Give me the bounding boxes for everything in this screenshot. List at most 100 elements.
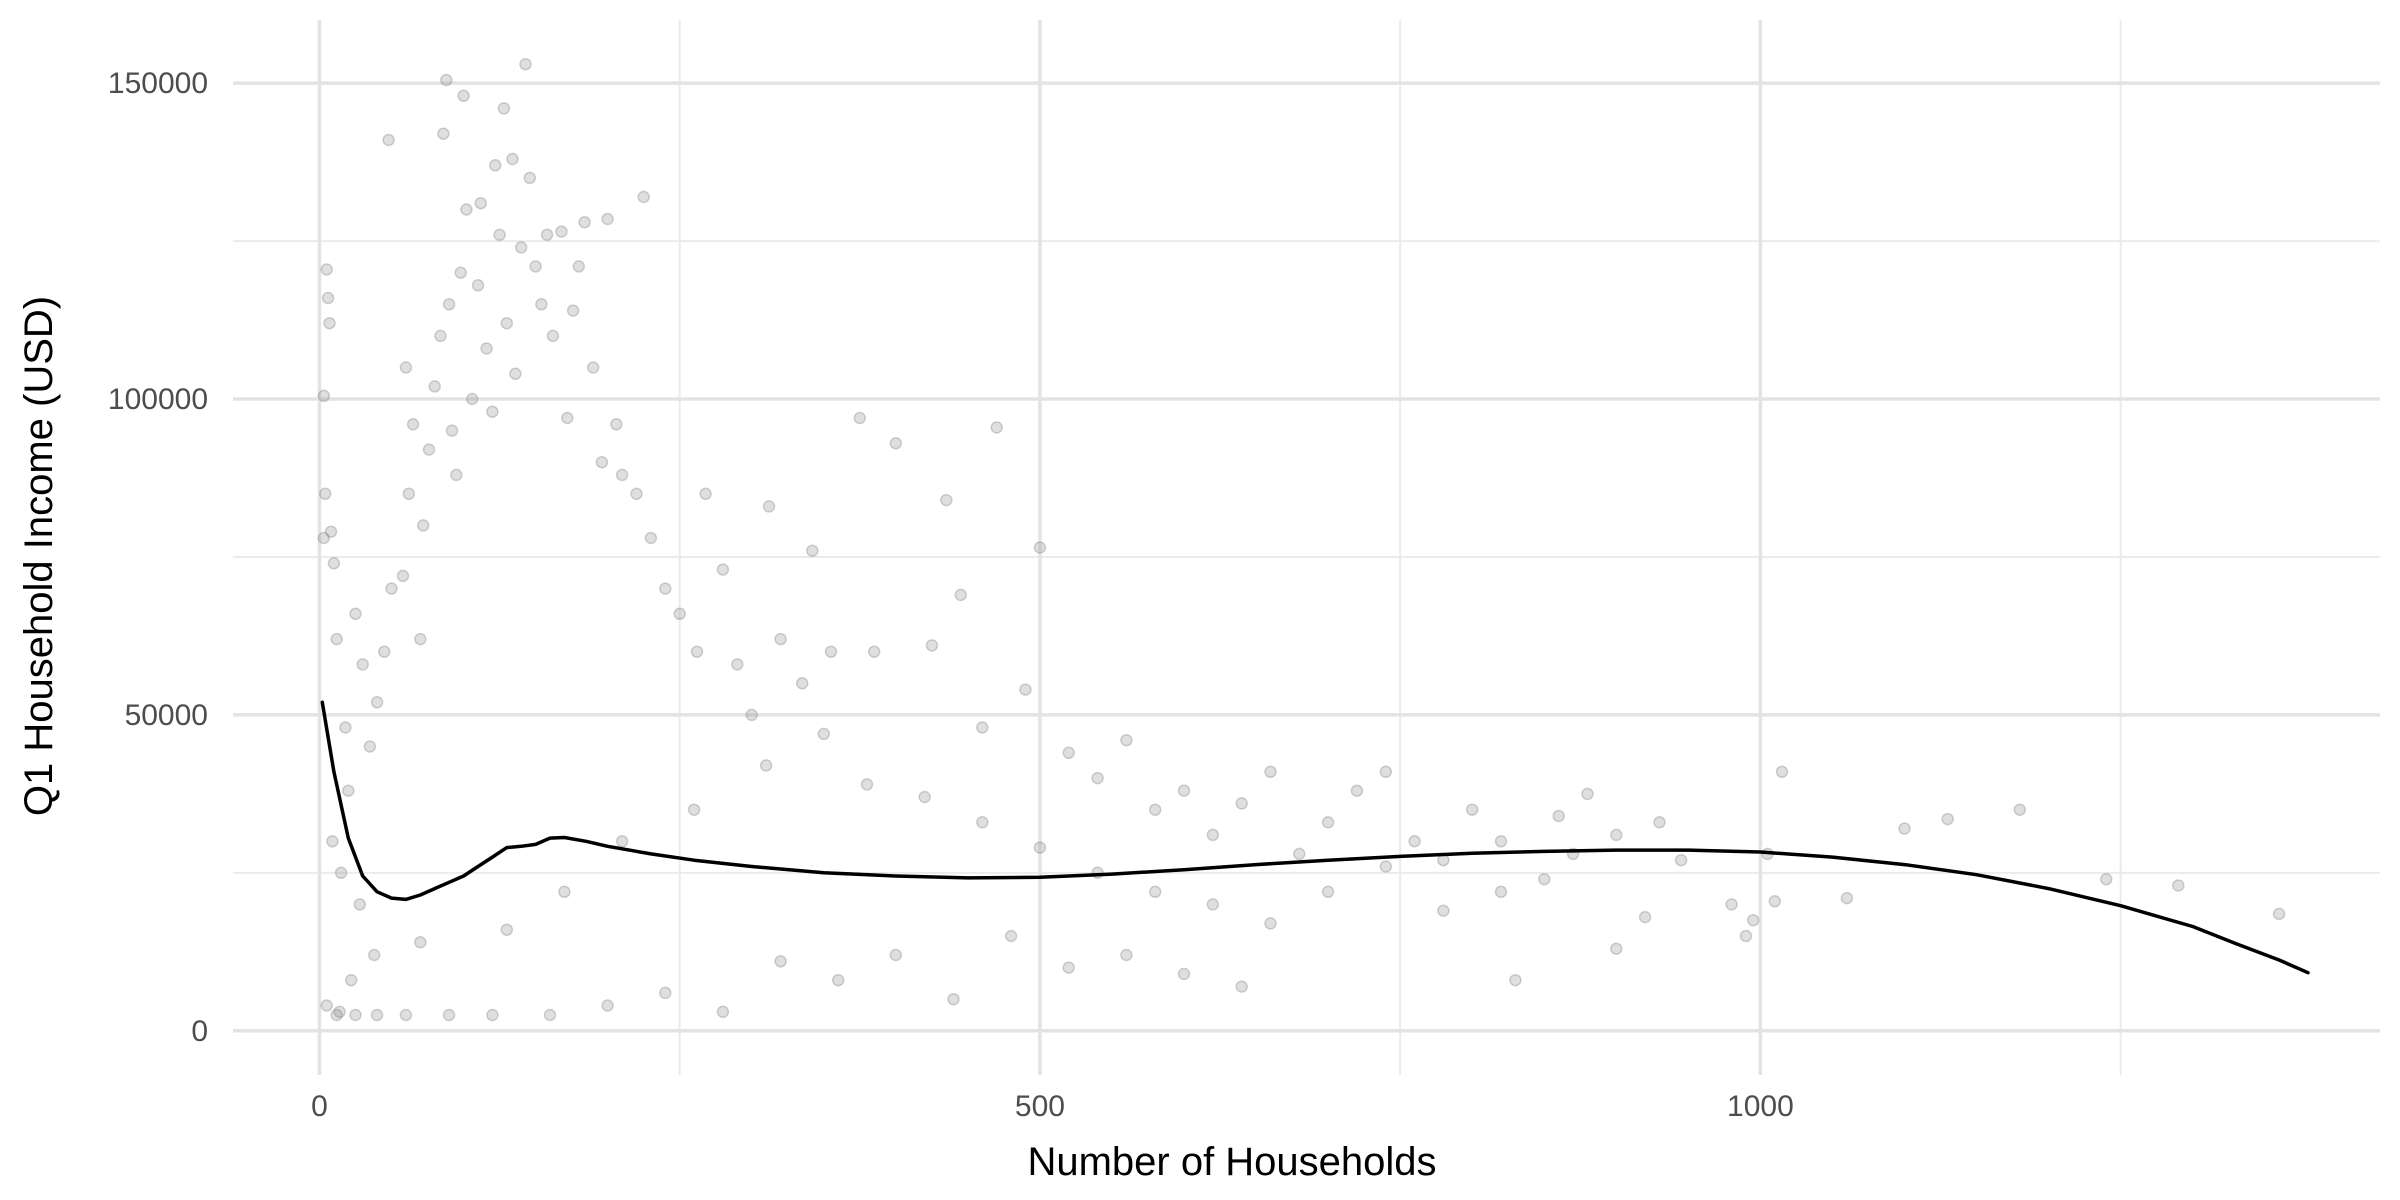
data-point [474, 196, 488, 210]
data-point [1293, 847, 1306, 861]
x-axis-title: Number of Households [1027, 1140, 1436, 1184]
data-point [471, 279, 485, 292]
data-point [806, 544, 819, 557]
data-point [601, 999, 614, 1012]
data-point [1321, 816, 1335, 829]
data-point [1062, 961, 1075, 974]
data-point [1379, 860, 1393, 873]
data-point [402, 487, 416, 501]
data-point [572, 260, 586, 273]
data-point [1581, 787, 1594, 801]
data-point [947, 992, 960, 1006]
data-point [1898, 822, 1911, 835]
data-point [774, 632, 787, 646]
data-point [1350, 784, 1364, 797]
data-point [324, 525, 338, 538]
data-point [1437, 904, 1450, 917]
data-point [976, 721, 989, 734]
data-point [976, 816, 989, 829]
data-point [349, 607, 362, 621]
data-point [546, 329, 560, 343]
data-point [860, 778, 874, 791]
data-point [1235, 980, 1248, 993]
y-tick-label: 100000 [108, 383, 208, 416]
data-point [615, 468, 629, 482]
data-point [831, 973, 845, 987]
data-point [1206, 898, 1220, 911]
data-point [514, 241, 528, 254]
data-point [414, 936, 427, 949]
x-tick-label: 1000 [1727, 1090, 1794, 1123]
data-point [330, 1008, 343, 1022]
data-point [457, 89, 470, 103]
data-point [506, 152, 519, 166]
data-point [434, 329, 447, 343]
data-point [460, 203, 473, 216]
data-point [644, 531, 658, 545]
data-point [990, 421, 1003, 434]
data-point [853, 411, 867, 425]
data-point [370, 696, 384, 709]
data-point [353, 898, 367, 911]
y-tick-label: 0 [191, 1015, 208, 1048]
data-point [1746, 913, 1760, 927]
data-point [1004, 929, 1018, 943]
data-point [586, 361, 600, 374]
data-point [1538, 872, 1551, 886]
data-point [2172, 879, 2185, 892]
data-point [422, 443, 436, 456]
data-point [437, 127, 450, 140]
grid-layer [233, 20, 2380, 1075]
data-point [416, 519, 430, 532]
data-point [486, 1008, 499, 1022]
data-point [321, 291, 335, 305]
data-point [317, 389, 331, 403]
data-point [327, 557, 341, 570]
data-point [535, 298, 548, 311]
data-point [578, 215, 591, 229]
data-point [323, 316, 336, 330]
data-point [334, 866, 348, 880]
data-point [1120, 733, 1133, 747]
data-point [500, 923, 514, 936]
data-point [349, 1008, 362, 1022]
data-point [465, 392, 479, 406]
data-point [1062, 746, 1075, 760]
data-point [954, 588, 967, 602]
data-point [333, 1005, 346, 1019]
data-point [399, 1008, 413, 1022]
data-point [1206, 828, 1220, 842]
data-point [637, 190, 650, 204]
data-point [523, 171, 537, 185]
data-point [659, 582, 672, 595]
data-point [595, 455, 609, 469]
data-point [659, 986, 672, 1000]
data-point [445, 424, 459, 437]
data-point [543, 1008, 557, 1022]
data-point [454, 266, 467, 279]
data-point [1494, 885, 1508, 899]
data-point [509, 367, 522, 381]
data-point [762, 500, 776, 513]
data-point [367, 948, 381, 962]
data-point [1321, 885, 1335, 899]
data-point [630, 487, 643, 501]
data-point [378, 645, 391, 658]
data-point [1941, 812, 1954, 826]
data-point [440, 73, 453, 87]
data-point [540, 228, 554, 242]
data-point [1177, 784, 1191, 797]
data-point [824, 645, 838, 658]
data-point [385, 582, 398, 595]
data-point [745, 708, 758, 722]
data-point [1494, 835, 1508, 848]
data-point [867, 645, 881, 658]
data-point [673, 607, 686, 621]
data-point [1552, 809, 1565, 823]
data-point [1638, 910, 1652, 924]
smooth-trend-line [320, 700, 2310, 975]
data-point [1264, 765, 1277, 779]
data-point [759, 759, 773, 772]
